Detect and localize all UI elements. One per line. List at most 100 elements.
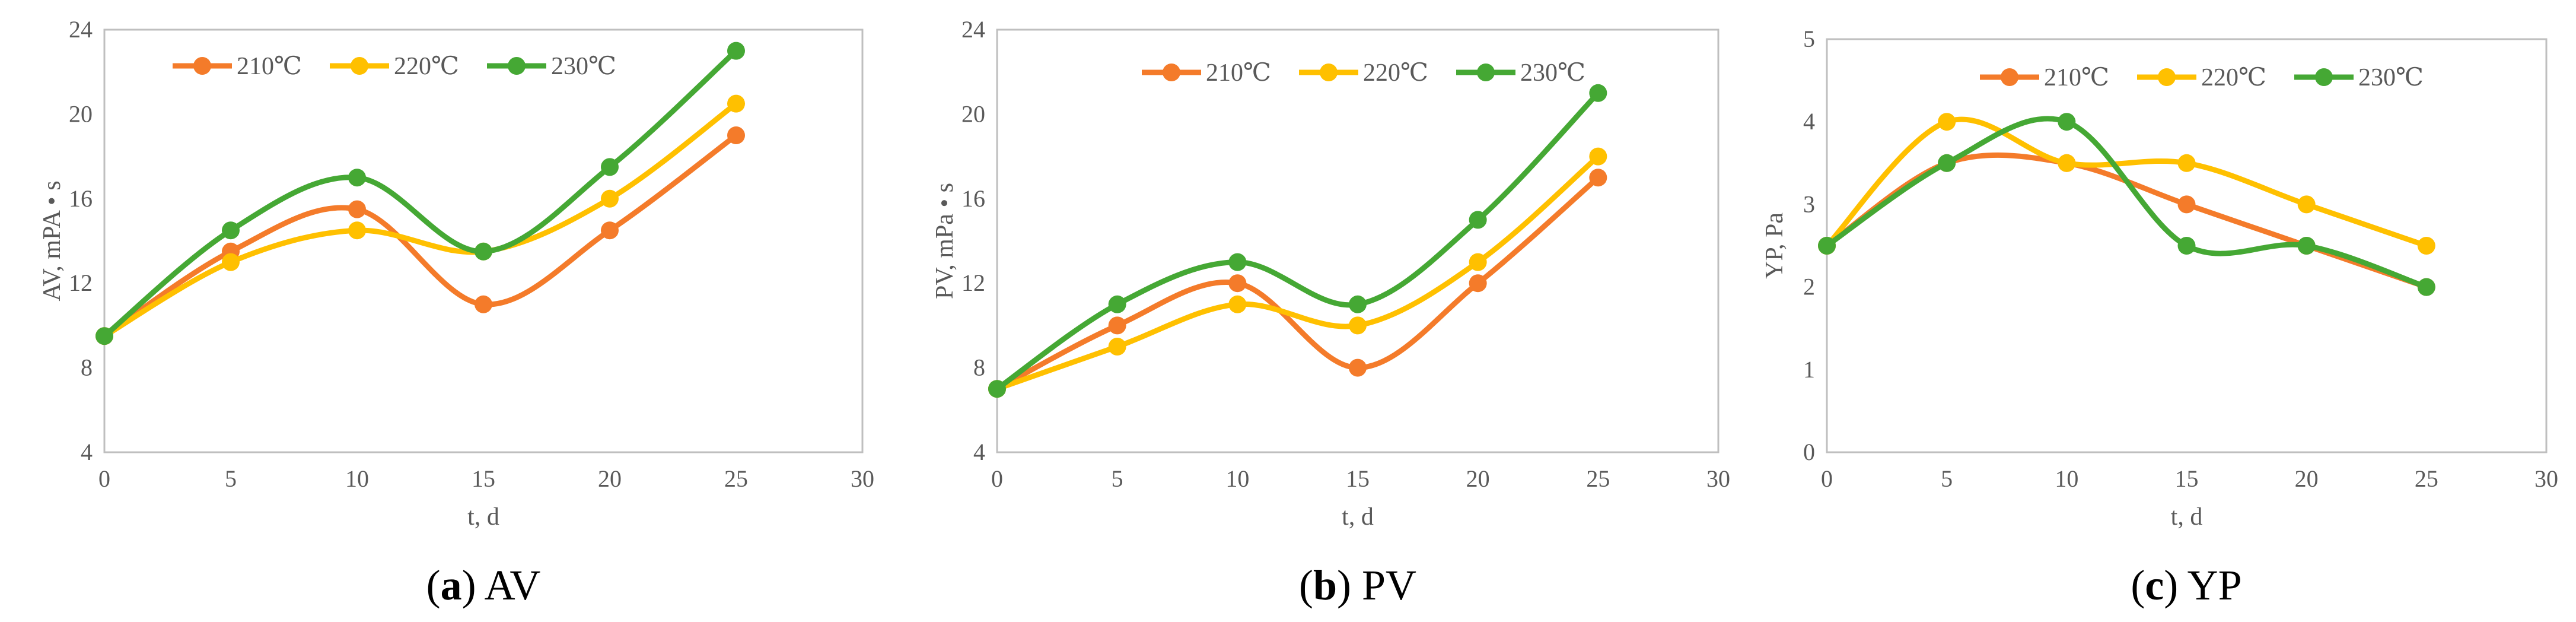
data-point-220 xyxy=(1938,113,1956,131)
x-tick-label: 20 xyxy=(598,465,622,492)
chart-panel-b: 4 8 12 16 20 24 0 5 10 15 20 25 30 t, d PV, mPa • s 210… xyxy=(931,16,1730,609)
data-point-210 xyxy=(1108,316,1126,335)
x-tick-label: 30 xyxy=(2534,465,2558,492)
x-tick-label: 10 xyxy=(2055,465,2078,492)
data-point-230 xyxy=(222,221,240,240)
data-point-230 xyxy=(1469,211,1487,229)
legend-label: 230℃ xyxy=(2358,64,2424,91)
data-point-230 xyxy=(1228,253,1247,271)
y-tick-label: 2 xyxy=(1803,274,1815,300)
series-line-220 xyxy=(101,101,739,339)
y-tick-label: 20 xyxy=(69,100,93,127)
data-point-210 xyxy=(2177,195,2196,214)
data-point-230 xyxy=(1589,84,1607,102)
legend-label: 210℃ xyxy=(237,53,302,80)
legend-label: 230℃ xyxy=(1520,59,1585,87)
legend-label: 230℃ xyxy=(551,53,616,80)
chart-panel-c: 0 1 2 3 4 5 0 5 10 15 20 25 30 t, d YP, Pa 210℃ 220℃ 230℃… xyxy=(1761,26,2558,609)
data-point-230 xyxy=(1108,295,1126,313)
legend-marker-230 xyxy=(508,57,526,75)
legend-marker-220 xyxy=(351,57,368,75)
x-tick-label: 25 xyxy=(724,465,748,492)
caption-paren: ) xyxy=(1337,561,1362,609)
legend-marker-230 xyxy=(1477,64,1495,81)
y-tick-label: 4 xyxy=(973,439,985,465)
x-tick-label: 5 xyxy=(1112,465,1123,492)
legend-marker-210 xyxy=(2001,68,2018,86)
plot-area xyxy=(996,28,1720,453)
y-tick-label: 24 xyxy=(961,16,985,43)
data-point-220 xyxy=(727,94,745,113)
data-point-220 xyxy=(2177,154,2196,172)
caption-text: YP xyxy=(2187,561,2242,609)
y-tick-label: 24 xyxy=(69,16,93,43)
y-tick-label: 4 xyxy=(1803,108,1815,135)
data-point-230 xyxy=(2177,237,2196,255)
y-axis-label: YP, Pa xyxy=(1761,212,1788,279)
y-tick-label: 4 xyxy=(81,439,93,465)
data-point-220 xyxy=(348,221,366,240)
x-axis-label: t, d xyxy=(2171,503,2203,531)
caption-text: PV xyxy=(1362,561,1416,609)
x-tick-label: 20 xyxy=(2295,465,2319,492)
y-axis-label: AV, mPA • s xyxy=(39,180,66,301)
y-tick-label: 5 xyxy=(1803,26,1815,52)
x-tick-label: 15 xyxy=(2175,465,2199,492)
x-axis-label: t, d xyxy=(467,503,499,531)
x-tick-label: 15 xyxy=(1346,465,1370,492)
data-point-220 xyxy=(601,189,619,208)
data-point-220 xyxy=(2297,195,2316,214)
y-tick-label: 16 xyxy=(69,185,93,212)
legend-marker-210 xyxy=(193,57,211,75)
legend-marker-220 xyxy=(2158,68,2176,86)
data-point-230 xyxy=(601,158,619,176)
caption-paren: ) xyxy=(462,561,485,609)
y-tick-label: 12 xyxy=(69,269,93,296)
data-point-210 xyxy=(1349,358,1367,377)
caption-letter: c xyxy=(2145,561,2164,609)
data-point-230 xyxy=(2297,237,2316,255)
chart-panel-a: 4 8 12 16 20 24 0 5 10 15 20 25 30 t, d AV, mPA • s 210… xyxy=(39,16,874,609)
x-tick-label: 25 xyxy=(1586,465,1610,492)
x-tick-label: 20 xyxy=(1466,465,1490,492)
y-tick-label: 8 xyxy=(81,354,93,381)
x-tick-label: 30 xyxy=(1706,465,1730,492)
legend-label: 220℃ xyxy=(1363,59,1428,87)
data-point-230 xyxy=(1349,295,1367,313)
legend-marker-230 xyxy=(2315,68,2333,86)
data-point-230 xyxy=(2417,278,2435,296)
y-tick-label: 12 xyxy=(961,269,985,296)
data-point-220 xyxy=(2058,154,2076,172)
y-tick-label: 16 xyxy=(961,185,985,212)
legend-label: 210℃ xyxy=(1206,59,1271,87)
data-point-230 xyxy=(1818,237,1836,255)
data-point-210 xyxy=(348,200,366,218)
legend-label: 220℃ xyxy=(2201,64,2266,91)
caption-paren: ( xyxy=(1299,561,1313,609)
data-point-230 xyxy=(95,327,113,345)
data-point-230 xyxy=(348,169,366,187)
data-point-220 xyxy=(2417,237,2435,255)
caption-text: AV xyxy=(485,561,541,609)
data-point-210 xyxy=(601,221,619,240)
x-tick-label: 0 xyxy=(991,465,1003,492)
data-point-230 xyxy=(727,42,745,60)
series-line-210 xyxy=(101,132,739,339)
data-point-210 xyxy=(475,295,492,313)
data-point-220 xyxy=(1349,316,1367,335)
legend-label: 210℃ xyxy=(2044,64,2109,91)
x-tick-label: 15 xyxy=(472,465,495,492)
x-tick-label: 30 xyxy=(851,465,874,492)
caption-paren: ( xyxy=(426,561,441,609)
panel-caption: (b) PV xyxy=(1299,561,1416,609)
x-axis-label: t, d xyxy=(1342,503,1374,531)
panel-caption: (c) YP xyxy=(2131,561,2241,609)
data-point-220 xyxy=(1228,295,1247,313)
data-point-220 xyxy=(1108,338,1126,356)
x-tick-label: 25 xyxy=(2415,465,2438,492)
caption-paren: ( xyxy=(2131,561,2145,609)
data-point-220 xyxy=(222,253,240,271)
panel-caption: (a) AV xyxy=(426,561,541,609)
legend-marker-220 xyxy=(1320,64,1338,81)
